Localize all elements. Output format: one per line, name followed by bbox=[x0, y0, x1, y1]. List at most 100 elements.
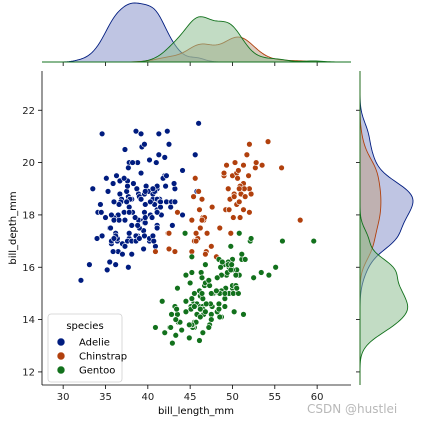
point-adelie bbox=[157, 198, 164, 206]
kde-y-gentoo bbox=[359, 71, 409, 385]
point-gentoo bbox=[198, 274, 206, 281]
point-chinstrap bbox=[297, 216, 304, 224]
point-adelie bbox=[155, 130, 163, 138]
point-chinstrap bbox=[202, 250, 209, 258]
point-gentoo bbox=[174, 311, 181, 318]
x-tick-label: 60 bbox=[311, 392, 324, 403]
point-adelie bbox=[155, 151, 163, 158]
point-gentoo bbox=[208, 290, 215, 297]
point-gentoo bbox=[197, 269, 205, 276]
point-adelie bbox=[128, 222, 135, 229]
point-gentoo bbox=[197, 313, 204, 321]
point-gentoo bbox=[202, 261, 209, 268]
point-adelie bbox=[147, 198, 154, 206]
point-adelie bbox=[164, 127, 171, 135]
point-adelie bbox=[141, 232, 148, 240]
point-gentoo bbox=[240, 311, 247, 318]
point-adelie bbox=[170, 180, 178, 187]
point-adelie bbox=[148, 214, 156, 221]
point-gentoo bbox=[228, 261, 235, 268]
point-chinstrap bbox=[264, 138, 272, 145]
point-chinstrap bbox=[252, 164, 259, 172]
point-adelie bbox=[125, 164, 132, 172]
y-tick-label: 12 bbox=[22, 367, 35, 378]
point-adelie bbox=[163, 172, 170, 179]
point-gentoo bbox=[265, 271, 273, 279]
point-adelie bbox=[103, 266, 111, 274]
point-adelie bbox=[86, 261, 93, 268]
point-chinstrap bbox=[243, 151, 251, 158]
legend: species Adelie Chinstrap Gentoo bbox=[47, 313, 127, 383]
point-gentoo bbox=[214, 274, 221, 281]
point-gentoo bbox=[227, 266, 234, 274]
point-adelie bbox=[115, 201, 123, 208]
point-adelie bbox=[149, 232, 157, 240]
point-chinstrap bbox=[223, 162, 230, 169]
point-chinstrap bbox=[246, 141, 253, 148]
x-tick-label: 40 bbox=[141, 392, 154, 403]
point-adelie bbox=[136, 235, 143, 242]
point-chinstrap bbox=[220, 169, 228, 177]
point-adelie bbox=[140, 245, 147, 253]
point-adelie bbox=[192, 151, 199, 158]
point-adelie bbox=[103, 175, 110, 182]
point-adelie bbox=[142, 188, 149, 195]
point-gentoo bbox=[186, 279, 194, 287]
point-gentoo bbox=[186, 321, 193, 329]
legend-label-chinstrap: Chinstrap bbox=[79, 352, 127, 363]
point-adelie bbox=[141, 141, 148, 148]
point-adelie bbox=[123, 188, 130, 195]
point-adelie bbox=[120, 175, 128, 182]
x-tick-label: 50 bbox=[226, 392, 239, 403]
point-gentoo bbox=[188, 269, 196, 276]
point-adelie bbox=[124, 182, 131, 190]
point-chinstrap bbox=[247, 190, 255, 198]
legend-label-adelie: Adelie bbox=[79, 338, 110, 349]
x-tick-label: 35 bbox=[99, 392, 112, 403]
point-adelie bbox=[150, 237, 157, 245]
point-chinstrap bbox=[203, 230, 211, 237]
point-adelie bbox=[125, 230, 133, 237]
point-gentoo bbox=[196, 337, 203, 344]
point-gentoo bbox=[181, 230, 189, 237]
point-adelie bbox=[132, 127, 140, 135]
point-chinstrap bbox=[165, 245, 173, 253]
point-adelie bbox=[110, 235, 118, 242]
point-adelie bbox=[146, 156, 153, 164]
point-adelie bbox=[161, 154, 168, 161]
point-adelie bbox=[133, 185, 141, 192]
point-adelie bbox=[142, 219, 149, 226]
point-adelie bbox=[113, 172, 120, 179]
point-gentoo bbox=[198, 290, 206, 297]
kde-x-gentoo bbox=[42, 16, 351, 63]
point-adelie bbox=[121, 216, 129, 224]
point-adelie bbox=[121, 146, 129, 153]
point-adelie bbox=[142, 214, 149, 221]
point-adelie bbox=[112, 261, 119, 268]
point-adelie bbox=[169, 222, 176, 229]
point-gentoo bbox=[172, 332, 179, 339]
point-adelie bbox=[153, 209, 161, 216]
point-gentoo bbox=[182, 298, 190, 305]
point-chinstrap bbox=[225, 206, 233, 213]
point-gentoo bbox=[169, 339, 176, 347]
point-chinstrap bbox=[278, 164, 285, 172]
point-chinstrap bbox=[152, 248, 159, 255]
point-adelie bbox=[134, 222, 141, 229]
y-tick-label: 16 bbox=[22, 263, 35, 274]
point-chinstrap bbox=[240, 206, 247, 213]
point-adelie bbox=[123, 198, 130, 206]
point-adelie bbox=[149, 185, 157, 192]
watermark: CSDN @hustlei bbox=[307, 402, 397, 416]
point-adelie bbox=[98, 209, 105, 216]
point-chinstrap bbox=[236, 198, 243, 206]
point-adelie bbox=[137, 169, 145, 177]
point-gentoo bbox=[186, 334, 193, 342]
point-gentoo bbox=[258, 269, 265, 276]
point-chinstrap bbox=[190, 193, 197, 200]
point-adelie bbox=[119, 250, 126, 258]
point-adelie bbox=[116, 190, 124, 198]
y-axis-ticks: 12 14 16 18 20 22 bbox=[22, 106, 42, 378]
point-chinstrap bbox=[245, 172, 252, 179]
point-chinstrap bbox=[208, 243, 215, 250]
